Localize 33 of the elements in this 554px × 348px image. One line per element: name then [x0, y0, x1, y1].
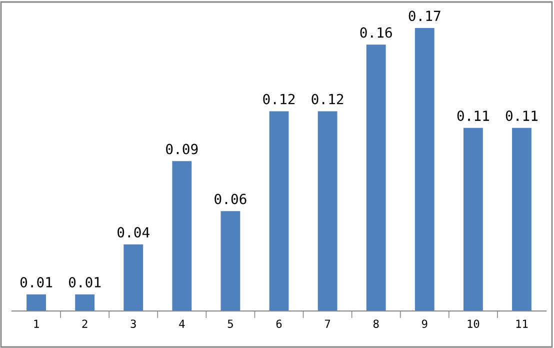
- bar: [318, 111, 338, 311]
- bar: [26, 294, 46, 311]
- data-label: 0.12: [263, 94, 295, 104]
- x-tick-label: 2: [82, 320, 88, 328]
- bar: [512, 128, 532, 311]
- bar: [414, 28, 434, 311]
- x-tick-label: 7: [324, 320, 330, 328]
- x-tick-label: 8: [373, 320, 379, 328]
- data-label: 0.04: [118, 227, 150, 238]
- data-label: 0.17: [408, 10, 440, 22]
- x-tick-label: 9: [422, 320, 428, 328]
- bar: [366, 44, 386, 311]
- data-label: 0.12: [312, 94, 344, 104]
- x-tick-label: 4: [179, 320, 185, 328]
- data-label: 0.01: [69, 276, 101, 288]
- bar: [75, 294, 95, 311]
- data-label: 0.01: [20, 276, 52, 288]
- data-label: 0.09: [166, 144, 198, 154]
- bar: [172, 161, 192, 311]
- x-tick-label: 10: [468, 320, 480, 328]
- bar: [220, 211, 240, 311]
- x-tick-label: 3: [130, 320, 136, 328]
- x-tick-label: 1: [34, 320, 39, 328]
- x-tick-label: 6: [276, 320, 282, 328]
- bar: [124, 244, 144, 311]
- bar: [463, 128, 483, 311]
- data-label: 0.06: [214, 194, 246, 204]
- bar: [269, 111, 289, 311]
- data-label: 0.11: [457, 110, 489, 122]
- data-label: 0.11: [506, 110, 538, 122]
- x-tick-label: 11: [516, 320, 528, 328]
- x-tick-label: 5: [228, 320, 233, 328]
- data-label: 0.16: [360, 27, 392, 38]
